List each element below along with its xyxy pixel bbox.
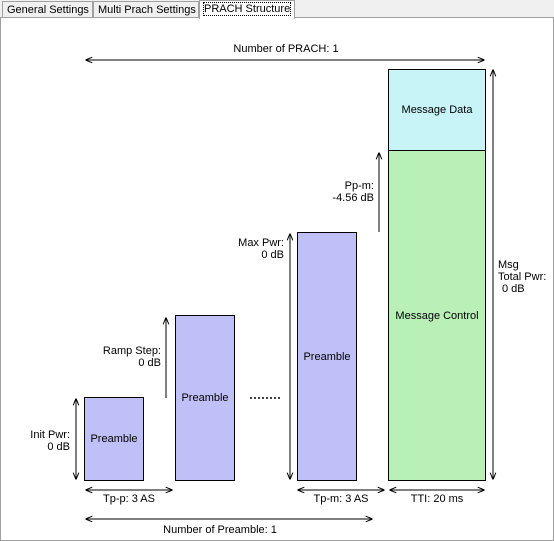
- ramp-step-label: Ramp Step:: [102, 345, 161, 357]
- tab-label: PRACH Structure: [202, 2, 292, 16]
- message-control-label: Message Control: [395, 309, 479, 322]
- tab-bar: General Settings Multi Prach Settings PR…: [0, 0, 554, 19]
- tab-general-settings[interactable]: General Settings: [2, 1, 93, 17]
- preamble-label: Preamble: [303, 350, 351, 363]
- message-control-box: Message Control: [388, 150, 486, 481]
- number-of-preamble-label: Number of Preamble: 1: [163, 524, 277, 536]
- preamble-box-2: Preamble: [175, 315, 235, 481]
- message-data-box: Message Data: [388, 69, 486, 151]
- preamble-box-1: Preamble: [84, 397, 144, 481]
- tab-label: Multi Prach Settings: [98, 4, 196, 16]
- init-pwr-value: 0 dB: [47, 441, 70, 453]
- max-pwr-label: Max Pwr:: [238, 237, 284, 249]
- max-pwr-value: 0 dB: [261, 249, 284, 261]
- pp-m-value: -4.56 dB: [332, 192, 374, 204]
- pp-m-label: Pp-m:: [344, 180, 374, 192]
- preamble-box-3: Preamble: [297, 232, 357, 481]
- message-data-label: Message Data: [401, 104, 473, 116]
- ramp-step-value: 0 dB: [138, 357, 161, 369]
- preamble-label: Preamble: [181, 392, 229, 404]
- tti-label: TTI: 20 ms: [410, 493, 464, 505]
- tab-prach-structure[interactable]: PRACH Structure: [199, 0, 295, 19]
- init-pwr-label: Init Pwr:: [30, 429, 70, 441]
- total-pwr-value: 0 dB: [502, 283, 525, 295]
- tp-p-label: Tp-p: 3 AS: [103, 493, 155, 505]
- tab-label: General Settings: [7, 4, 89, 16]
- tp-m-label: Tp-m: 3 AS: [313, 493, 369, 505]
- tab-multi-prach-settings[interactable]: Multi Prach Settings: [93, 1, 199, 17]
- msg-label: Msg: [498, 259, 519, 271]
- number-of-prach-label: Number of PRACH: 1: [233, 43, 339, 55]
- preamble-label: Preamble: [90, 433, 138, 445]
- total-pwr-label: Total Pwr:: [498, 271, 547, 283]
